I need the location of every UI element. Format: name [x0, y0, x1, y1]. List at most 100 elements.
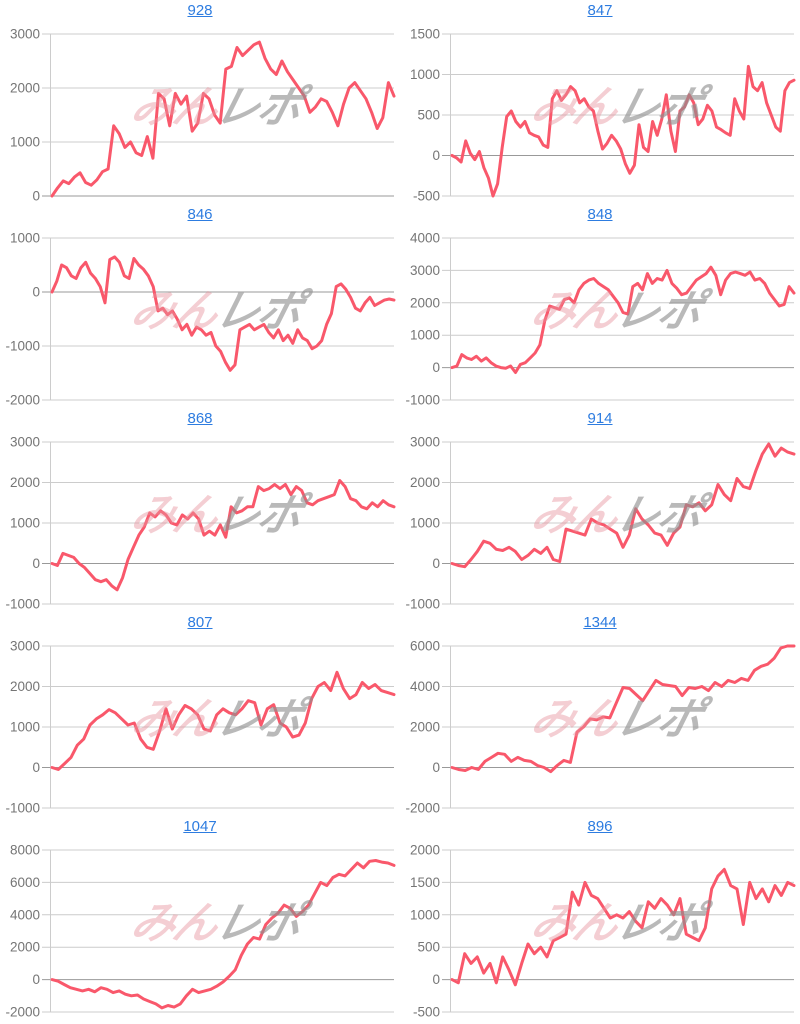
line-chart: -1000 0 1000 2000 3000 4000 — [405, 231, 796, 408]
y-axis-tick-label: -1000 — [405, 393, 440, 408]
chart-cell: 914 -1000 0 1000 2000 3000 みんレポ — [400, 408, 800, 612]
y-axis-tick-label: 4000 — [410, 679, 440, 694]
y-axis-tick-label: 2000 — [10, 679, 40, 694]
chart-title-link[interactable]: 928 — [187, 2, 213, 19]
y-axis-tick-label: 3000 — [410, 263, 440, 278]
chart-title-link[interactable]: 1344 — [583, 614, 617, 631]
chart-title-row: 868 — [0, 408, 400, 434]
chart-title-link[interactable]: 1047 — [183, 818, 217, 835]
y-axis-tick-label: -1000 — [405, 597, 440, 612]
y-axis-tick-label: 0 — [32, 972, 40, 987]
chart-title-link[interactable]: 807 — [187, 614, 213, 631]
y-axis-tick-label: 2000 — [410, 295, 440, 310]
y-axis-tick-label: 0 — [432, 360, 440, 375]
y-axis-tick-label: 500 — [417, 108, 440, 123]
chart-cell: 896 -500 0 500 1000 1500 2000 みんレポ — [400, 816, 800, 1020]
y-axis-tick-label: 0 — [32, 760, 40, 775]
y-axis-tick-label: 0 — [432, 760, 440, 775]
chart-title-row: 1047 — [0, 816, 400, 842]
y-axis-tick-label: 0 — [432, 148, 440, 163]
line-chart: -2000 0 2000 4000 6000 8000 — [5, 843, 396, 1020]
y-axis-tick-label: 0 — [32, 189, 40, 204]
line-chart: 0 1000 2000 3000 — [10, 27, 396, 204]
data-series-line — [50, 670, 396, 771]
line-chart: -2000 -1000 0 1000 — [5, 231, 396, 408]
y-axis-tick-label: 2000 — [410, 720, 440, 735]
y-axis-tick-label: 8000 — [10, 843, 40, 858]
chart-cell: 807 -1000 0 1000 2000 3000 みんレポ — [0, 612, 400, 816]
chart-title-link[interactable]: 914 — [587, 410, 613, 427]
y-axis-tick-label: 1000 — [410, 328, 440, 343]
y-axis-tick-label: 2000 — [10, 81, 40, 96]
chart-title-link[interactable]: 846 — [187, 206, 213, 223]
chart-title-row: 914 — [400, 408, 800, 434]
y-axis-tick-label: 3000 — [410, 435, 440, 450]
chart-cell: 846 -2000 -1000 0 1000 みんレポ — [0, 204, 400, 408]
chart-title-row: 928 — [0, 0, 400, 26]
chart-cell: 1344 -2000 0 2000 4000 6000 みんレポ — [400, 612, 800, 816]
data-series-line — [450, 64, 796, 198]
data-series-line — [50, 255, 396, 372]
y-axis-tick-label: 6000 — [10, 875, 40, 890]
y-axis-tick-label: 500 — [417, 940, 440, 955]
chart-title-link[interactable]: 847 — [587, 2, 613, 19]
y-axis-tick-label: 1000 — [10, 231, 40, 246]
y-axis-tick-label: 1000 — [410, 516, 440, 531]
y-axis-tick-label: 2000 — [10, 940, 40, 955]
y-axis-tick-label: 1000 — [10, 720, 40, 735]
chart-title-link[interactable]: 868 — [187, 410, 213, 427]
y-axis-tick-label: -1000 — [5, 801, 40, 816]
y-axis-tick-label: 1000 — [410, 907, 440, 922]
y-axis-tick-label: 0 — [432, 556, 440, 571]
y-axis-tick-label: -500 — [413, 189, 440, 204]
chart-title-row: 846 — [0, 204, 400, 230]
y-axis-tick-label: 1500 — [410, 875, 440, 890]
y-axis-tick-label: -2000 — [5, 1005, 40, 1020]
y-axis-tick-label: 4000 — [410, 231, 440, 246]
line-chart: -1000 0 1000 2000 3000 — [5, 435, 396, 612]
data-series-line — [450, 442, 796, 569]
y-axis-tick-label: -1000 — [5, 597, 40, 612]
y-axis-tick-label: 1500 — [410, 27, 440, 42]
chart-title-row: 848 — [400, 204, 800, 230]
y-axis-tick-label: 2000 — [410, 843, 440, 858]
y-axis-tick-label: 0 — [32, 285, 40, 300]
data-series-line — [50, 40, 396, 198]
chart-cell: 847 -500 0 500 1000 1500 みんレポ — [400, 0, 800, 204]
line-chart: -500 0 500 1000 1500 — [410, 27, 796, 204]
line-chart: -1000 0 1000 2000 3000 — [5, 639, 396, 816]
y-axis-tick-label: 1000 — [10, 135, 40, 150]
y-axis-tick-label: 2000 — [10, 475, 40, 490]
chart-title-row: 847 — [400, 0, 800, 26]
chart-cell: 848 -1000 0 1000 2000 3000 4000 みんレポ — [400, 204, 800, 408]
y-axis-tick-label: 6000 — [410, 639, 440, 654]
chart-cell: 1047 -2000 0 2000 4000 6000 8000 みんレポ — [0, 816, 400, 1020]
y-axis-tick-label: 4000 — [10, 907, 40, 922]
line-chart: -500 0 500 1000 1500 2000 — [410, 843, 796, 1020]
y-axis-tick-label: 0 — [32, 556, 40, 571]
chart-title-row: 1344 — [400, 612, 800, 638]
y-axis-tick-label: 2000 — [410, 475, 440, 490]
y-axis-tick-label: 3000 — [10, 639, 40, 654]
data-series-line — [450, 867, 796, 987]
data-series-line — [50, 859, 396, 1010]
line-chart: -1000 0 1000 2000 3000 — [405, 435, 796, 612]
data-series-line — [450, 265, 796, 374]
y-axis-tick-label: 3000 — [10, 435, 40, 450]
y-axis-tick-label: 3000 — [10, 27, 40, 42]
chart-cell: 868 -1000 0 1000 2000 3000 みんレポ — [0, 408, 400, 612]
chart-title-row: 896 — [400, 816, 800, 842]
chart-title-row: 807 — [0, 612, 400, 638]
line-chart: -2000 0 2000 4000 6000 — [405, 639, 796, 816]
chart-title-link[interactable]: 896 — [587, 818, 613, 835]
y-axis-tick-label: -2000 — [405, 801, 440, 816]
y-axis-tick-label: 1000 — [10, 516, 40, 531]
y-axis-tick-label: 0 — [432, 972, 440, 987]
chart-title-link[interactable]: 848 — [587, 206, 613, 223]
y-axis-tick-label: -1000 — [5, 339, 40, 354]
y-axis-tick-label: 1000 — [410, 67, 440, 82]
data-series-line — [450, 644, 796, 774]
chart-cell: 928 0 1000 2000 3000 みんレポ — [0, 0, 400, 204]
y-axis-tick-label: -500 — [413, 1005, 440, 1020]
